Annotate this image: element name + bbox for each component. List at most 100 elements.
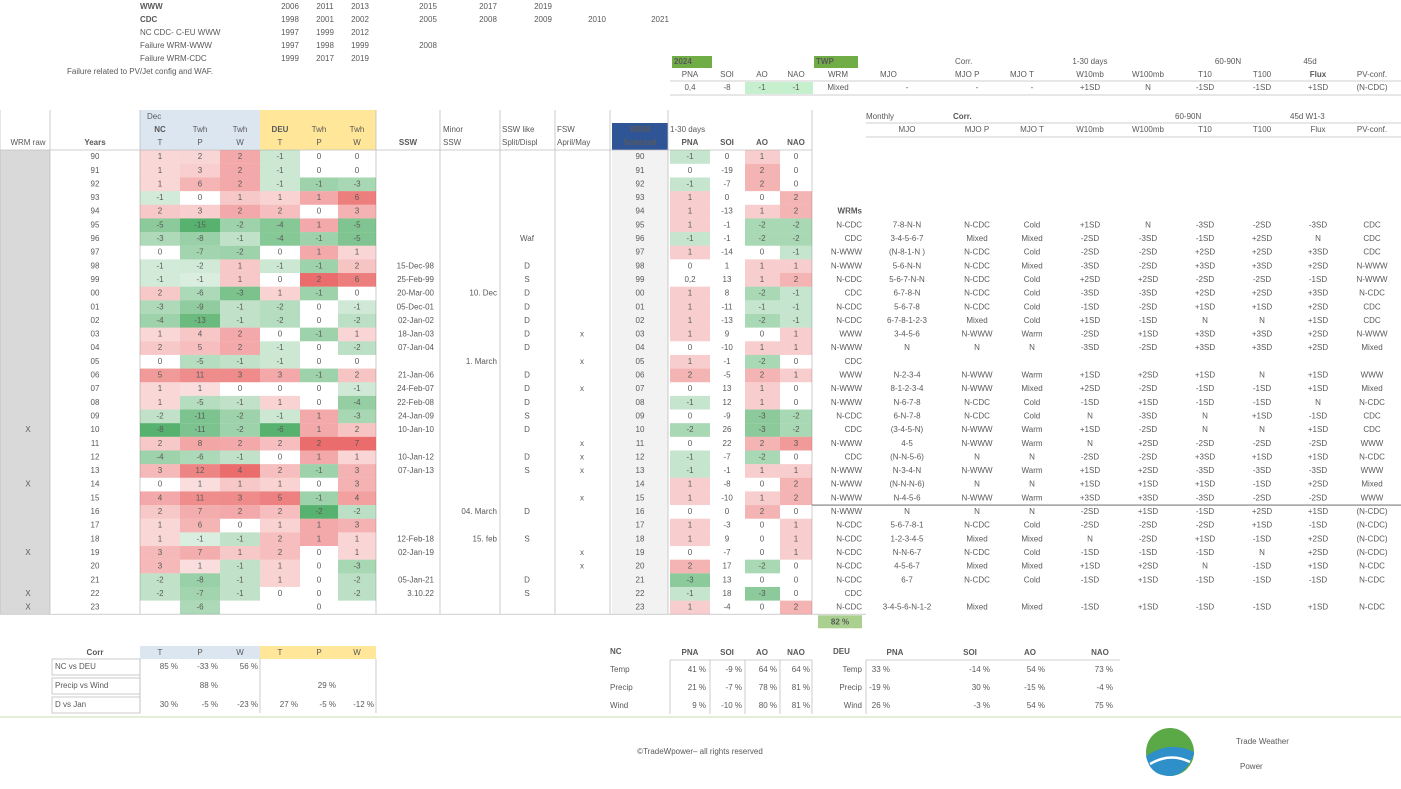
- deu-value: 0: [278, 248, 283, 257]
- index-value: -1: [686, 589, 694, 598]
- legend-year: 2001: [316, 15, 334, 24]
- index-value: 1: [794, 330, 799, 339]
- monthly-value: N: [974, 452, 980, 461]
- monthly-value: 3-4-5-6: [894, 330, 920, 339]
- index-value: 0: [794, 152, 799, 161]
- current-lat: 60-90N: [1215, 57, 1241, 66]
- deu-cell: [338, 204, 376, 219]
- wrm-selected: 00: [636, 289, 645, 298]
- header: DEU: [272, 125, 289, 134]
- index-value: -14: [721, 248, 733, 257]
- monthly-value: N-WWW: [1356, 275, 1388, 284]
- monthly-value: Mixed: [1021, 261, 1042, 270]
- nc-value: 11: [196, 371, 205, 380]
- wrm-selected: 16: [636, 507, 645, 516]
- header: WRM raw: [10, 138, 45, 147]
- monthly-value: -2SD: [1081, 507, 1099, 516]
- nc-corr-header: NAO: [787, 648, 805, 657]
- monthly-value: -2SD: [1139, 261, 1157, 270]
- deu-cell: [338, 273, 376, 287]
- fsw: x: [580, 330, 584, 339]
- index-cell: [670, 327, 710, 342]
- index-cell: [670, 286, 710, 301]
- total: 82 %: [831, 617, 849, 626]
- index-value: 1: [794, 343, 799, 352]
- year: 16: [91, 507, 100, 516]
- monthly-value: +3SD: [1308, 289, 1328, 298]
- ssw-date: 18-Jan-03: [398, 330, 435, 339]
- nc-value: -1: [236, 452, 244, 461]
- index-value: 1: [688, 220, 693, 229]
- nc-value: -2: [156, 589, 164, 598]
- index-value: 0: [794, 384, 799, 393]
- twp-badge: [814, 56, 858, 68]
- deu-value: -1: [315, 234, 323, 243]
- monthly-value: 1-2-3-4-5: [891, 534, 924, 543]
- index-value: 17: [723, 562, 732, 571]
- monthly-value: +2SD: [1308, 534, 1328, 543]
- wrm-selected: 18: [636, 534, 645, 543]
- corr-value: 88 %: [200, 681, 218, 690]
- nc-cell: [220, 586, 260, 601]
- index-cell: [670, 191, 710, 205]
- monthly-value: N: [1259, 316, 1265, 325]
- deu-value: 0: [317, 207, 322, 216]
- monthly-value: +1SD: [1308, 603, 1328, 612]
- index-value: 1: [688, 521, 693, 530]
- current-cell: [745, 82, 779, 94]
- index-value: 2: [760, 507, 765, 516]
- wrm-selected: 10: [636, 425, 645, 434]
- monthly-value: N-WWW: [961, 466, 993, 475]
- nc-cell: [180, 464, 220, 478]
- deu-value: 1: [317, 534, 322, 543]
- nc-cell: [220, 491, 260, 506]
- deu-value: -1: [353, 384, 361, 393]
- deu-value: 2: [355, 371, 360, 380]
- deu-value: 2: [355, 261, 360, 270]
- monthly-value: -1SD: [1081, 575, 1099, 584]
- ssw-like: D: [524, 452, 530, 461]
- ssw-date: 3.10.22: [407, 589, 434, 598]
- index-cell: [745, 204, 780, 219]
- year: 99: [91, 275, 100, 284]
- deu-corr-value: -14 %: [969, 665, 990, 674]
- monthly-value: CDC: [1363, 220, 1381, 229]
- wrm-selected: 99: [636, 275, 645, 284]
- monthly-value: N: [904, 343, 910, 352]
- monthly-value: Mixed: [1021, 603, 1042, 612]
- nc-value: 2: [198, 152, 203, 161]
- deu-value: 0: [278, 452, 283, 461]
- index-value: 1: [688, 248, 693, 257]
- current-header: W100mb: [1132, 70, 1165, 79]
- nc-value: 0: [158, 357, 163, 366]
- index-cell: [780, 273, 812, 287]
- index-value: 2: [760, 179, 765, 188]
- index-cell: [745, 341, 780, 355]
- current-header: MJO T: [1010, 70, 1034, 79]
- header: W100mb: [1132, 125, 1165, 134]
- nc-cell: [180, 273, 220, 287]
- monthly-value: Mixed: [966, 534, 987, 543]
- index-cell: [670, 354, 710, 369]
- index-value: 0: [794, 562, 799, 571]
- index-cell: [780, 300, 812, 314]
- index-cell: [780, 232, 812, 246]
- monthly-value: N: [1202, 425, 1208, 434]
- deu-value: 1: [317, 425, 322, 434]
- fsw: x: [580, 357, 584, 366]
- monthly-value: +2SD: [1080, 384, 1100, 393]
- monthly-value: +2SD: [1308, 261, 1328, 270]
- index-cell: [670, 491, 710, 506]
- current-value: -: [906, 83, 909, 92]
- wrm-raw: X: [25, 589, 31, 598]
- index-cell: [780, 532, 812, 547]
- year: 18: [91, 534, 100, 543]
- monthly-value: (N-CDC): [1356, 521, 1387, 530]
- nc-value: -7: [196, 589, 204, 598]
- legend-year: 2002: [351, 15, 369, 24]
- wrm-selected: 95: [636, 220, 645, 229]
- nc-value: 5: [158, 371, 163, 380]
- deu-value: -1: [315, 371, 323, 380]
- nc-cell: [220, 559, 260, 574]
- monthly-value: +3SD: [1252, 330, 1272, 339]
